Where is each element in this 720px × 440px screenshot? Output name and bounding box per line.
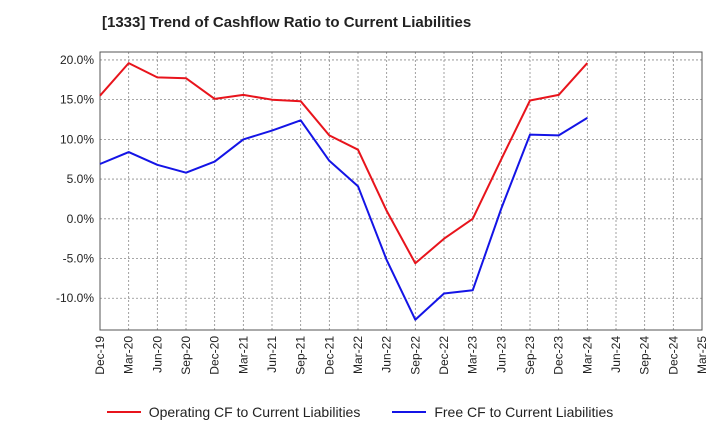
legend-label-operating-cf: Operating CF to Current Liabilities [148,404,361,420]
x-tick-label: Mar-22 [351,336,365,374]
x-tick-label: Sep-24 [638,336,652,375]
legend-label-free-cf: Free CF to Current Liabilities [434,404,614,420]
x-tick-label: Dec-19 [93,336,107,375]
y-tick-label: 5.0% [67,172,95,186]
x-tick-label: Sep-22 [408,336,422,375]
x-tick-label: Dec-21 [322,336,336,375]
legend-item-free-cf: Free CF to Current Liabilities [392,404,613,420]
chart-title: [1333] Trend of Cashflow Ratio to Curren… [102,14,472,31]
x-tick-label: Dec-23 [552,336,566,375]
x-tick-label: Dec-22 [437,336,451,375]
legend-swatch-free-cf [392,411,427,413]
y-tick-label: 0.0% [67,212,95,226]
y-tick-label: 15.0% [60,93,94,107]
x-tick-label: Sep-20 [179,336,193,375]
series-line-free-cf [99,117,588,321]
x-tick-label: Sep-21 [294,336,308,375]
grid-lines [99,52,703,330]
legend-item-operating-cf: Operating CF to Current Liabilities [106,404,361,420]
y-tick-label: 10.0% [60,132,94,146]
x-tick-label: Jun-20 [150,336,164,373]
x-tick-label: Jun-22 [380,336,394,373]
y-tick-label: -10.0% [56,291,94,305]
x-axis-tick-labels: Dec-19 Mar-20 Jun-20 Sep-20 Dec-20 Mar-21 Jun-… [93,336,709,375]
x-tick-label: Jun-21 [265,336,279,373]
x-tick-label: Jun-23 [494,336,508,373]
x-tick-label: Mar-20 [122,336,136,374]
x-tick-label: Dec-20 [208,336,222,375]
y-tick-label: -5.0% [63,252,95,266]
x-tick-label: Mar-25 [695,336,709,374]
legend-swatch-operating-cf [106,411,141,413]
plot-area-frame [99,51,703,331]
x-tick-label: Mar-21 [236,336,250,374]
x-tick-label: Dec-24 [666,336,680,375]
y-tick-label: 20.0% [60,53,94,67]
y-axis-tick-labels: 20.0% 15.0% 10.0% 5.0% 0.0% -5.0% -10.0% [56,53,94,305]
x-tick-label: Mar-23 [466,336,480,374]
series-lines [99,62,589,321]
x-tick-label: Mar-24 [580,336,594,374]
x-tick-label: Jun-24 [609,336,623,373]
x-tick-label: Sep-23 [523,336,537,375]
legend: Operating CF to Current Liabilities Free… [0,404,720,420]
series-line-operating-cf [99,62,589,265]
